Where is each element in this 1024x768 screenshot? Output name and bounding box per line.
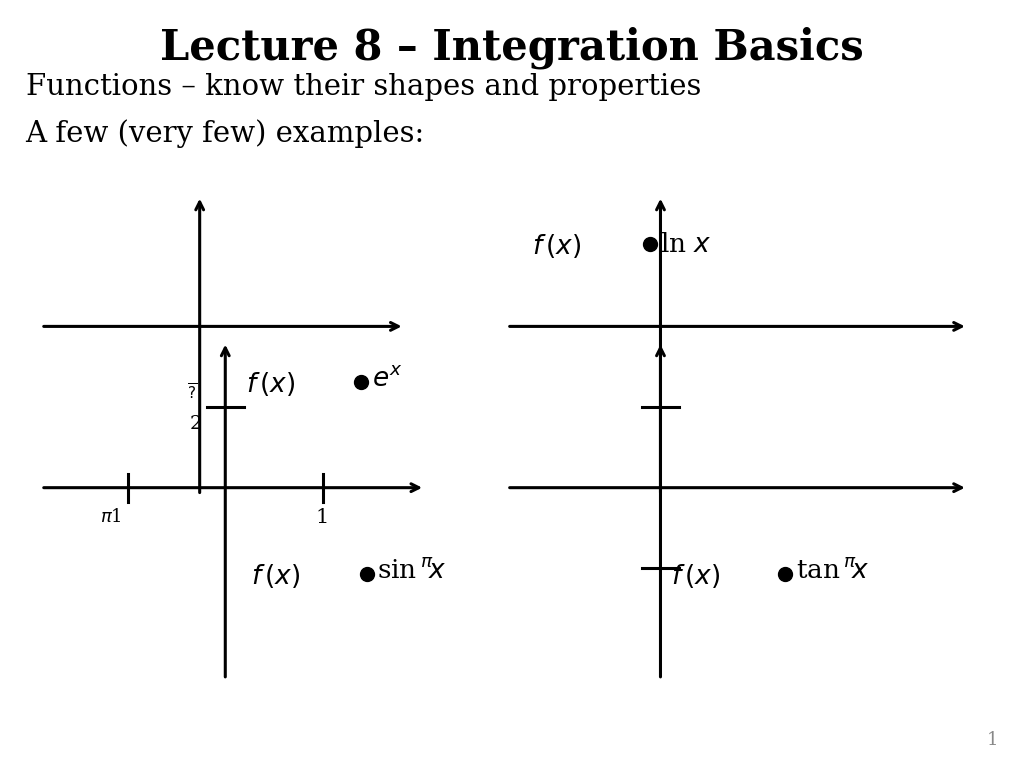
Text: $\overline{?}$: $\overline{?}$: [186, 383, 197, 403]
Text: $f\,(x)$: $f\,(x)$: [246, 370, 295, 398]
Text: 1: 1: [987, 731, 998, 749]
Text: 2: 2: [189, 415, 202, 432]
Text: $f\,(x)$: $f\,(x)$: [671, 562, 720, 590]
Text: $f\,(x)$: $f\,(x)$: [251, 562, 300, 590]
Text: A few (very few) examples:: A few (very few) examples:: [26, 119, 425, 147]
Text: sin$\,^{\pi}\!x$: sin$\,^{\pi}\!x$: [377, 558, 445, 583]
Text: Lecture 8 – Integration Basics: Lecture 8 – Integration Basics: [160, 27, 864, 69]
Text: 1: 1: [315, 508, 330, 527]
Text: $f\,(x)$: $f\,(x)$: [532, 232, 582, 260]
Text: ln $x$: ln $x$: [660, 232, 712, 257]
Text: tan$\,^{\pi}\!x$: tan$\,^{\pi}\!x$: [796, 558, 869, 583]
Text: $e^{x}$: $e^{x}$: [372, 366, 402, 391]
Text: Functions – know their shapes and properties: Functions – know their shapes and proper…: [26, 73, 701, 101]
Text: $\pi$1: $\pi$1: [100, 508, 122, 525]
